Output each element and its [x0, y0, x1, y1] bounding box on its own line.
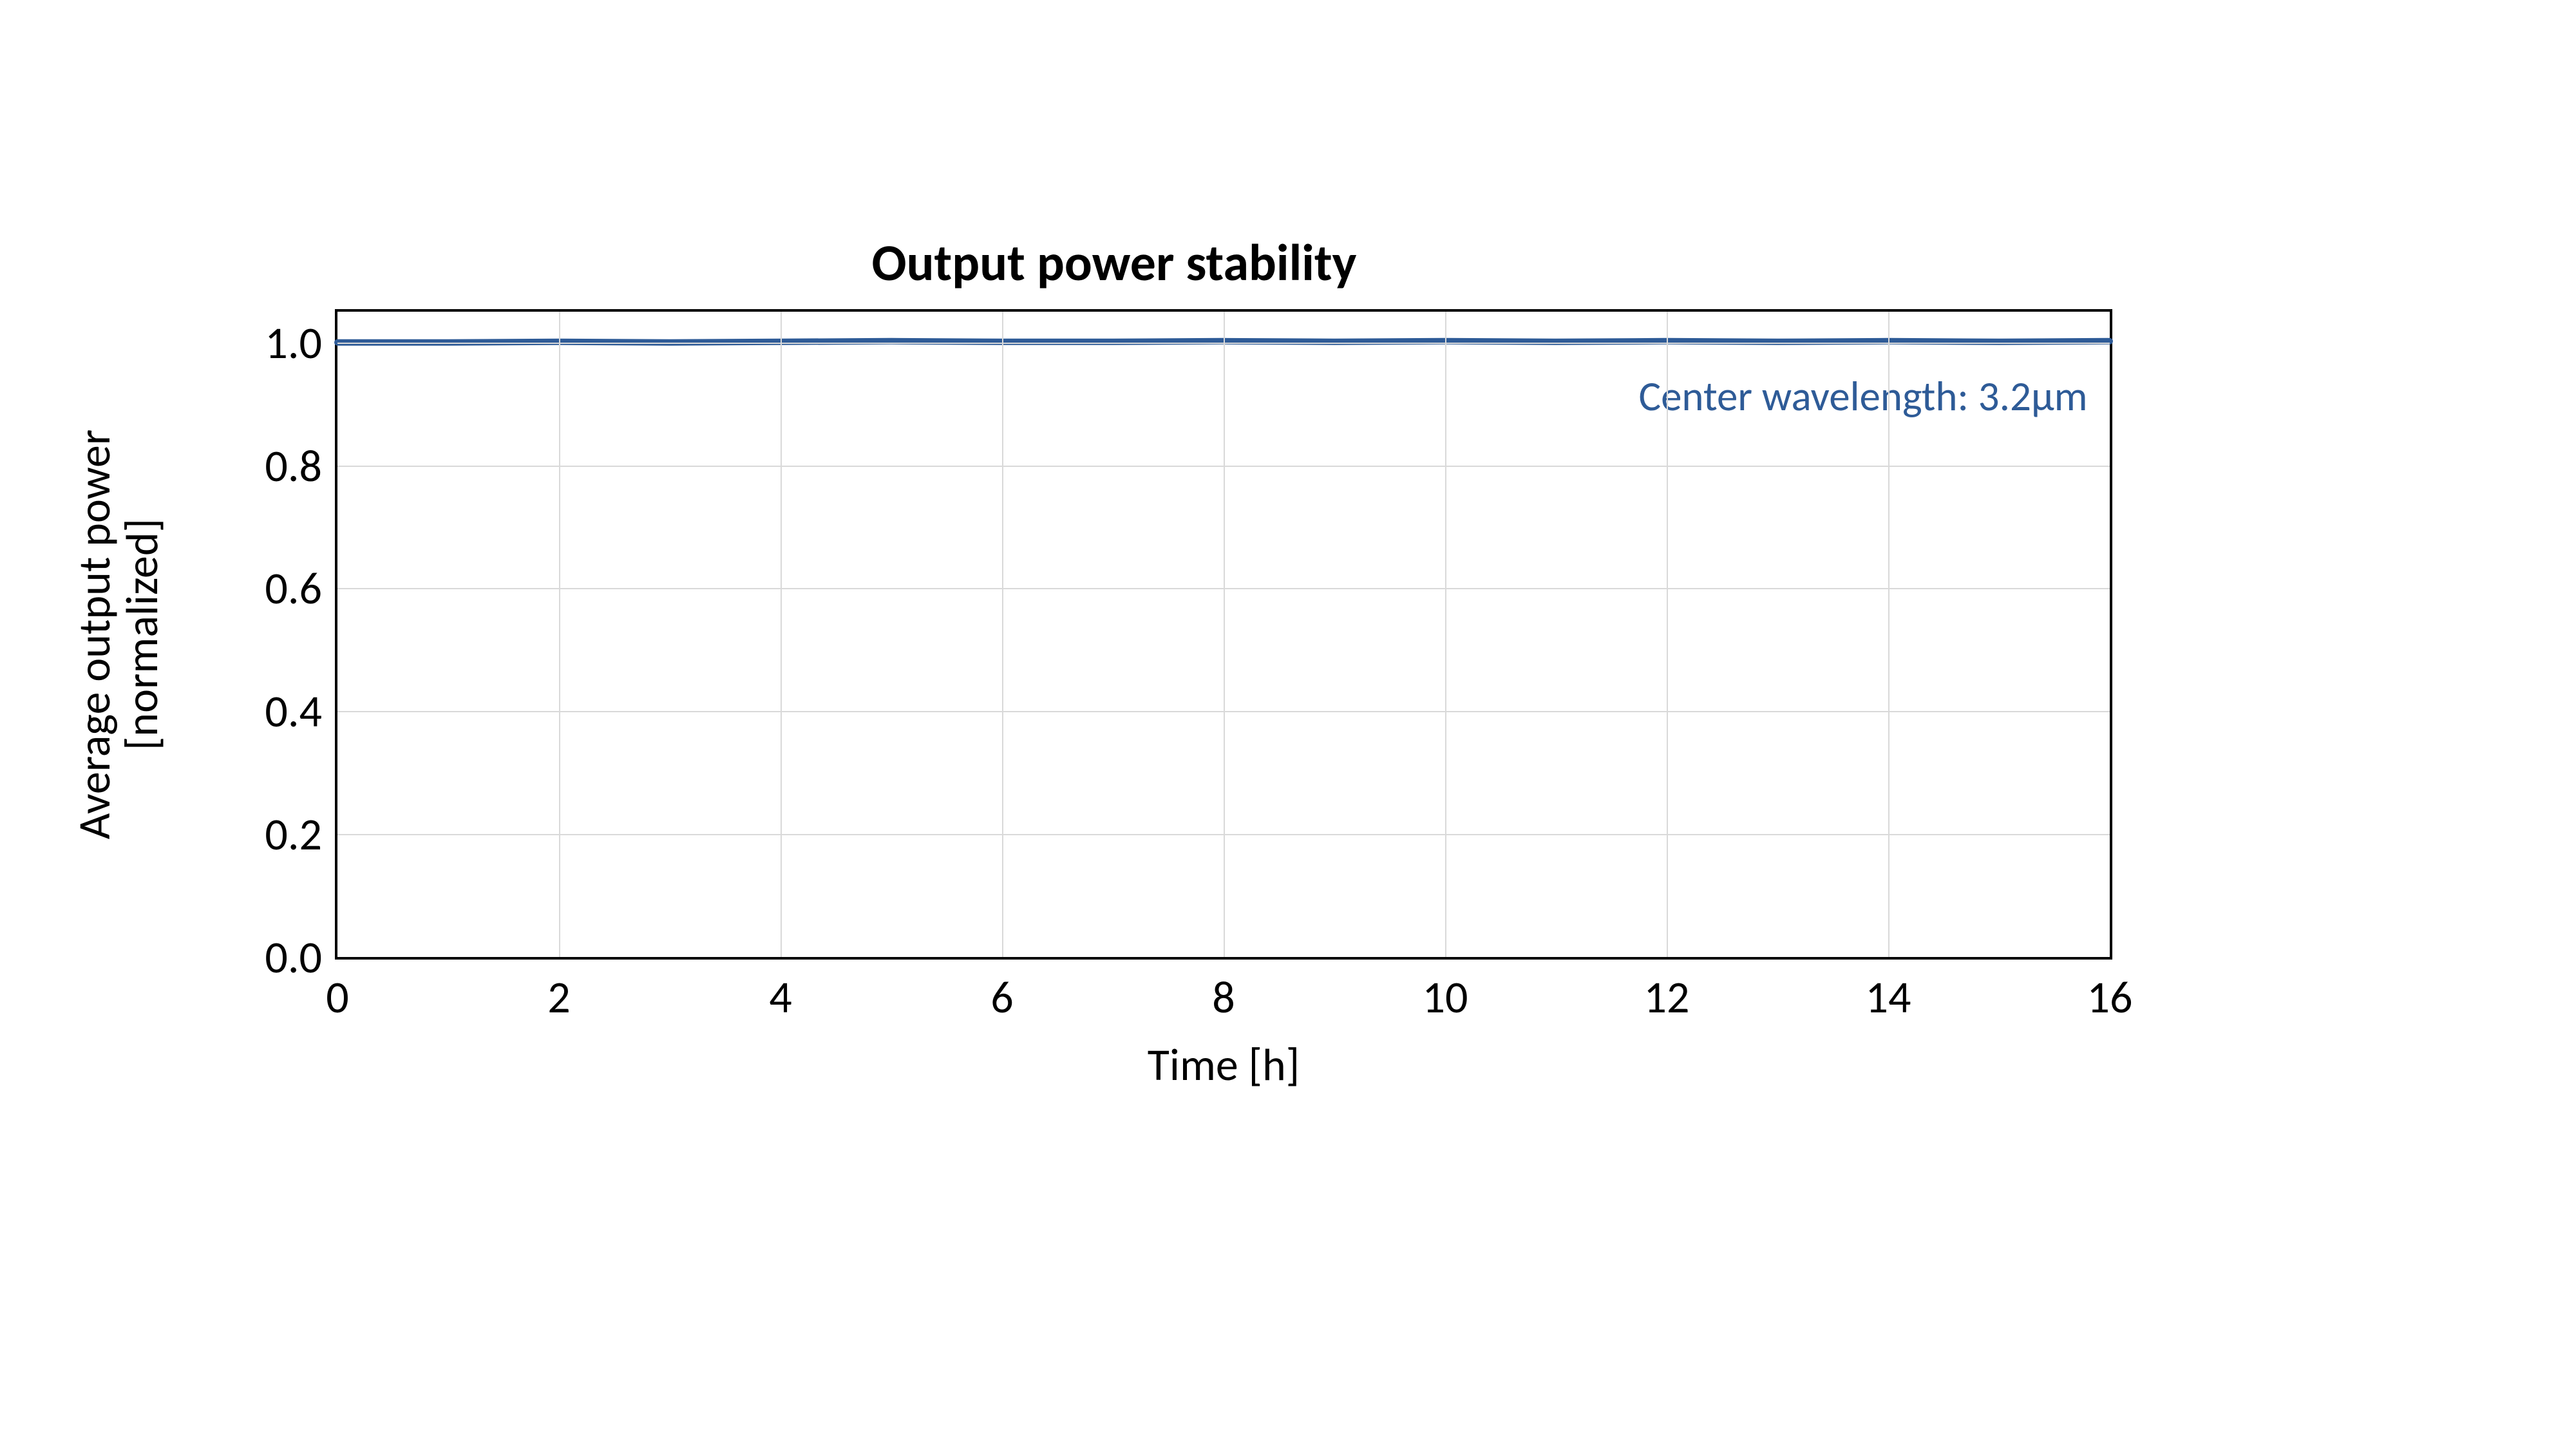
y-tick-label: 0.2 — [245, 806, 322, 862]
gridline-horizontal — [337, 588, 2110, 589]
gridline-vertical — [781, 312, 782, 957]
x-tick-label: 8 — [1212, 969, 1235, 1025]
chart-annotation: Center wavelength: 3.2µm — [1638, 371, 2087, 422]
x-tick-label: 6 — [990, 969, 1013, 1025]
gridline-vertical — [1224, 312, 1225, 957]
x-tick-label: 10 — [1423, 969, 1468, 1025]
gridline-horizontal — [337, 343, 2110, 344]
chart-title: Output power stability — [84, 232, 2145, 294]
gridline-vertical — [1002, 312, 1003, 957]
gridline-vertical — [559, 312, 560, 957]
x-tick-label: 14 — [1866, 969, 1911, 1025]
gridline-horizontal — [337, 711, 2110, 712]
gridline-vertical — [1888, 312, 1889, 957]
y-tick-label: 0.6 — [245, 560, 322, 616]
gridline-horizontal — [337, 466, 2110, 467]
x-tick-label: 0 — [326, 969, 348, 1025]
y-tick-label: 0.8 — [245, 438, 322, 493]
y-axis-label: Average output power [normalized] — [71, 312, 174, 956]
chart-wrapper: Output power stability Average output po… — [84, 225, 2145, 1191]
x-tick-label: 12 — [1644, 969, 1690, 1025]
y-tick-label: 0.0 — [245, 929, 322, 985]
y-tick-label: 1.0 — [245, 315, 322, 370]
gridline-horizontal — [337, 834, 2110, 835]
x-tick-label: 2 — [547, 969, 570, 1025]
gridline-vertical — [1667, 312, 1668, 957]
x-axis-label: Time [h] — [335, 1037, 2112, 1092]
x-tick-label: 4 — [769, 969, 791, 1025]
y-tick-label: 0.4 — [245, 683, 322, 739]
x-tick-label: 16 — [2087, 969, 2133, 1025]
plot-area: Center wavelength: 3.2µm — [335, 309, 2112, 960]
gridline-vertical — [1445, 312, 1446, 957]
